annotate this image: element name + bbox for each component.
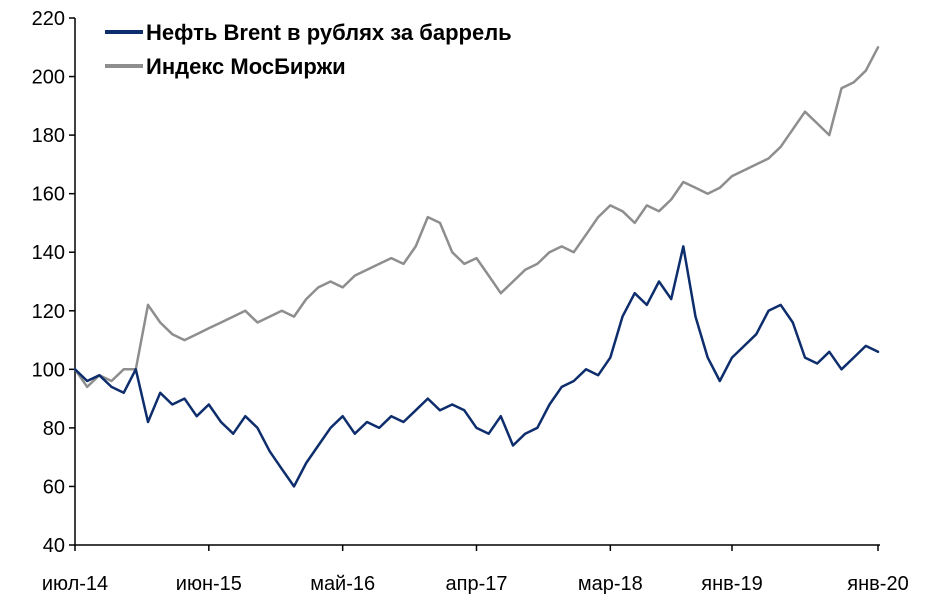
y-tick-label: 40 — [43, 535, 65, 557]
series-line-moex — [73, 46, 880, 389]
legend: Нефть Brent в рублях за баррель Индекс М… — [105, 20, 512, 79]
legend-label-brent: Нефть Brent в рублях за баррель — [146, 20, 512, 45]
y-tick-label: 200 — [32, 67, 65, 89]
y-tick-label: 80 — [43, 418, 65, 440]
x-tick-label: апр-17 — [446, 573, 508, 595]
x-tick-label: мар-18 — [578, 573, 643, 595]
y-ticks: 40 60 80 100 120 140 160 180 200 220 — [32, 8, 75, 557]
x-tick-label: май-16 — [310, 573, 375, 595]
x-tick-label: июн-15 — [176, 573, 242, 595]
x-tick-label: янв-20 — [847, 573, 908, 595]
legend-label-moex: Индекс МосБиржи — [146, 54, 346, 79]
y-tick-label: 100 — [32, 359, 65, 381]
y-tick-label: 220 — [32, 8, 65, 30]
y-tick-label: 180 — [32, 125, 65, 147]
y-tick-label: 140 — [32, 242, 65, 264]
series-line-brent — [73, 245, 880, 488]
x-tick-label: янв-19 — [701, 573, 762, 595]
axes — [74, 18, 880, 546]
series-layer — [73, 46, 880, 488]
y-tick-label: 120 — [32, 301, 65, 323]
y-tick-label: 60 — [43, 476, 65, 498]
x-ticks: июл-14 июн-15 май-16 апр-17 мар-18 янв-19 янв-… — [42, 545, 909, 595]
y-tick-label: 160 — [32, 184, 65, 206]
x-tick-label: июл-14 — [42, 573, 108, 595]
